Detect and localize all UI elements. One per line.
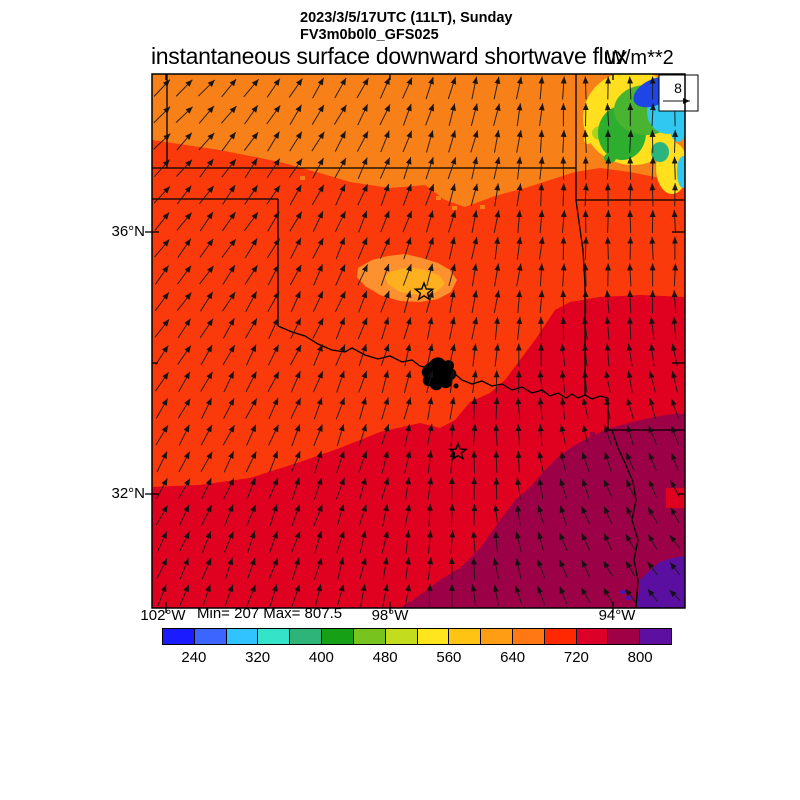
colorbar-tick-label: 560	[436, 649, 462, 666]
colorbar-segment-11	[511, 628, 545, 645]
colorbar-tick-label: 720	[563, 649, 589, 666]
colorbar-segment-4	[289, 628, 323, 645]
state-borders-layer	[152, 74, 685, 608]
colorbar-tick-label: 400	[308, 649, 334, 666]
star-marker-dallas	[447, 441, 469, 461]
wind-reference-box: 8	[658, 74, 699, 112]
colorbar-segment-10	[480, 628, 513, 645]
colorbar-segment-7	[384, 628, 418, 645]
colorbar-tick-label: 480	[372, 649, 398, 666]
colorbar-segment-2	[225, 628, 259, 645]
plot-title: instantaneous surface downward shortwave…	[151, 43, 628, 69]
colorbar	[162, 628, 672, 645]
colorbar-segment-3	[257, 628, 291, 645]
units-label: W/m**2	[606, 47, 674, 69]
colorbar-tick-label: 240	[181, 649, 207, 666]
axis-ticks	[145, 74, 685, 613]
wind-vectors-layer	[153, 76, 681, 607]
lon-label-94w: 94°W	[598, 607, 636, 624]
colorbar-tick-label: 320	[245, 649, 271, 666]
colorbar-tick-label: 640	[500, 649, 526, 666]
colorbar-segment-5	[321, 628, 354, 645]
colorbar-segment-8	[416, 628, 450, 645]
colorbar-segment-13	[575, 628, 609, 645]
colorbar-segment-14	[607, 628, 641, 645]
colorbar-segment-12	[543, 628, 577, 645]
lat-label-36n: 36°N	[111, 223, 145, 240]
wind-reference-frame	[658, 74, 699, 112]
lon-label-98w: 98°W	[371, 607, 409, 624]
city-markers-layer	[413, 280, 469, 461]
colorbar-tick-label: 800	[627, 649, 653, 666]
lon-label-102w: 102°W	[140, 607, 186, 624]
colorbar-segment-6	[352, 628, 386, 645]
colorbar-segment-0	[162, 628, 195, 645]
minmax-stats: Min= 207 Max= 807.5	[197, 605, 343, 622]
colorbar-segment-1	[193, 628, 227, 645]
lat-label-32n: 32°N	[111, 485, 145, 502]
colorbar-segment-9	[448, 628, 482, 645]
map-frame	[151, 73, 686, 609]
colorbar-segment-15	[639, 628, 672, 645]
model-name-label: FV3m0b0l0_GFS025	[300, 27, 439, 43]
star-marker-okc	[413, 280, 435, 301]
wind-ref-value: 8	[674, 80, 682, 96]
valid-time-label: 2023/3/5/17UTC (11LT), Sunday	[300, 10, 513, 26]
